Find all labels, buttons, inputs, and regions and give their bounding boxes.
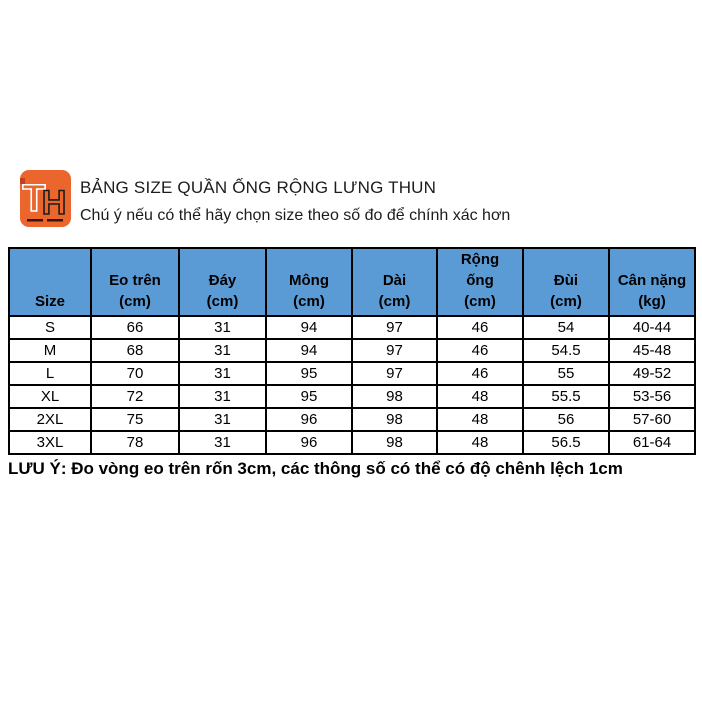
table-cell: 31: [178, 315, 267, 340]
column-header-size: Size: [8, 247, 92, 317]
table-row: M 68 31 94 97 46 54.5 45-48: [8, 338, 696, 363]
brand-logo: T H: [20, 170, 71, 227]
table-cell: 3XL: [8, 430, 92, 455]
column-header-can-nang: Cân nặng (kg): [608, 247, 696, 317]
table-cell: 49-52: [608, 361, 696, 386]
table-cell: 70: [90, 361, 180, 386]
table-cell: 57-60: [608, 407, 696, 432]
column-header-mong: Mông (cm): [265, 247, 353, 317]
table-cell: 97: [351, 338, 438, 363]
table-cell: 46: [436, 315, 524, 340]
column-header-rong-ong: Rộng ống (cm): [436, 247, 524, 317]
table-cell: L: [8, 361, 92, 386]
table-cell: 94: [265, 338, 353, 363]
table-cell: 61-64: [608, 430, 696, 455]
table-cell: 75: [90, 407, 180, 432]
table-cell: 72: [90, 384, 180, 409]
table-cell: 54: [522, 315, 610, 340]
table-cell: 45-48: [608, 338, 696, 363]
page-subtitle: Chú ý nếu có thể hãy chọn size theo số đ…: [80, 207, 511, 224]
table-cell: 96: [265, 430, 353, 455]
table-cell: 98: [351, 384, 438, 409]
table-header-row: Size Eo trên (cm) Đáy (cm) Mông (cm) Dài…: [8, 247, 696, 317]
table-cell: 98: [351, 430, 438, 455]
table-cell: 68: [90, 338, 180, 363]
table-cell: 97: [351, 361, 438, 386]
table-row: S 66 31 94 97 46 54 40-44: [8, 315, 696, 340]
column-header-eo-tren: Eo trên (cm): [90, 247, 180, 317]
table-row: XL 72 31 95 98 48 55.5 53-56: [8, 384, 696, 409]
column-header-dui: Đùi (cm): [522, 247, 610, 317]
table-cell: 54.5: [522, 338, 610, 363]
column-header-dai: Dài (cm): [351, 247, 438, 317]
page-title: BẢNG SIZE QUẦN ỐNG RỘNG LƯNG THUN: [80, 178, 437, 197]
table-cell: 56: [522, 407, 610, 432]
measurement-note: LƯU Ý: Đo vòng eo trên rốn 3cm, các thôn…: [8, 459, 623, 478]
table-cell: 31: [178, 384, 267, 409]
size-table: Size Eo trên (cm) Đáy (cm) Mông (cm) Dài…: [8, 247, 696, 455]
table-cell: 56.5: [522, 430, 610, 455]
table-cell: 97: [351, 315, 438, 340]
table-cell: 96: [265, 407, 353, 432]
table-cell: 66: [90, 315, 180, 340]
svg-text:H: H: [42, 184, 67, 222]
column-header-day: Đáy (cm): [178, 247, 267, 317]
table-cell: 48: [436, 384, 524, 409]
table-cell: 98: [351, 407, 438, 432]
table-row: L 70 31 95 97 46 55 49-52: [8, 361, 696, 386]
table-row: 3XL 78 31 96 98 48 56.5 61-64: [8, 430, 696, 455]
table-cell: 31: [178, 338, 267, 363]
svg-text:T: T: [22, 178, 45, 220]
table-cell: 46: [436, 361, 524, 386]
table-cell: 94: [265, 315, 353, 340]
table-cell: 48: [436, 430, 524, 455]
table-cell: 40-44: [608, 315, 696, 340]
table-cell: 53-56: [608, 384, 696, 409]
table-cell: 95: [265, 384, 353, 409]
table-cell: 46: [436, 338, 524, 363]
table-cell: 78: [90, 430, 180, 455]
table-cell: 2XL: [8, 407, 92, 432]
th-monogram-icon: T H: [20, 170, 71, 227]
table-cell: 95: [265, 361, 353, 386]
table-cell: 55: [522, 361, 610, 386]
table-cell: M: [8, 338, 92, 363]
table-cell: XL: [8, 384, 92, 409]
table-cell: 31: [178, 361, 267, 386]
table-cell: 31: [178, 407, 267, 432]
table-row: 2XL 75 31 96 98 48 56 57-60: [8, 407, 696, 432]
table-cell: 31: [178, 430, 267, 455]
table-cell: 48: [436, 407, 524, 432]
table-cell: S: [8, 315, 92, 340]
table-cell: 55.5: [522, 384, 610, 409]
